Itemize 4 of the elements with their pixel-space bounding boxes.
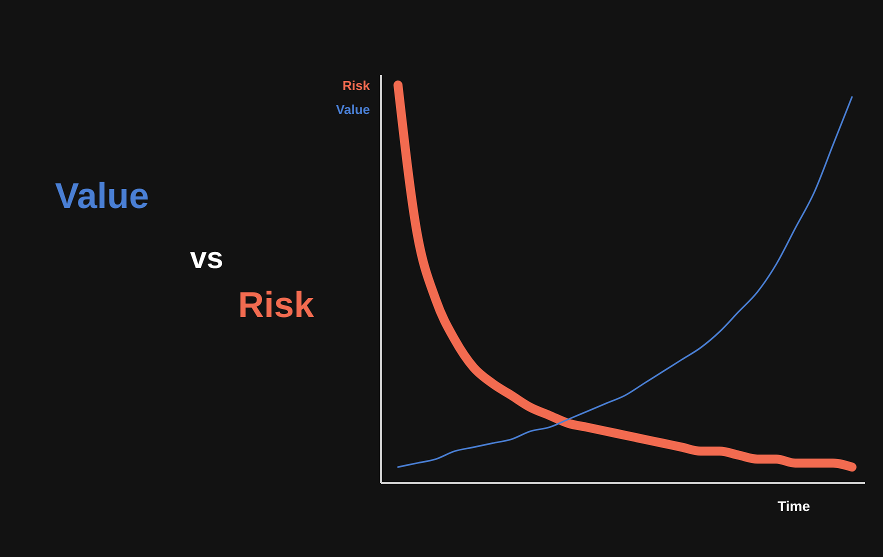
chart-title: Value vs Risk	[55, 175, 314, 325]
text: Value	[336, 102, 370, 117]
text: Risk	[342, 78, 371, 93]
x-axis-title: Time	[778, 498, 810, 514]
